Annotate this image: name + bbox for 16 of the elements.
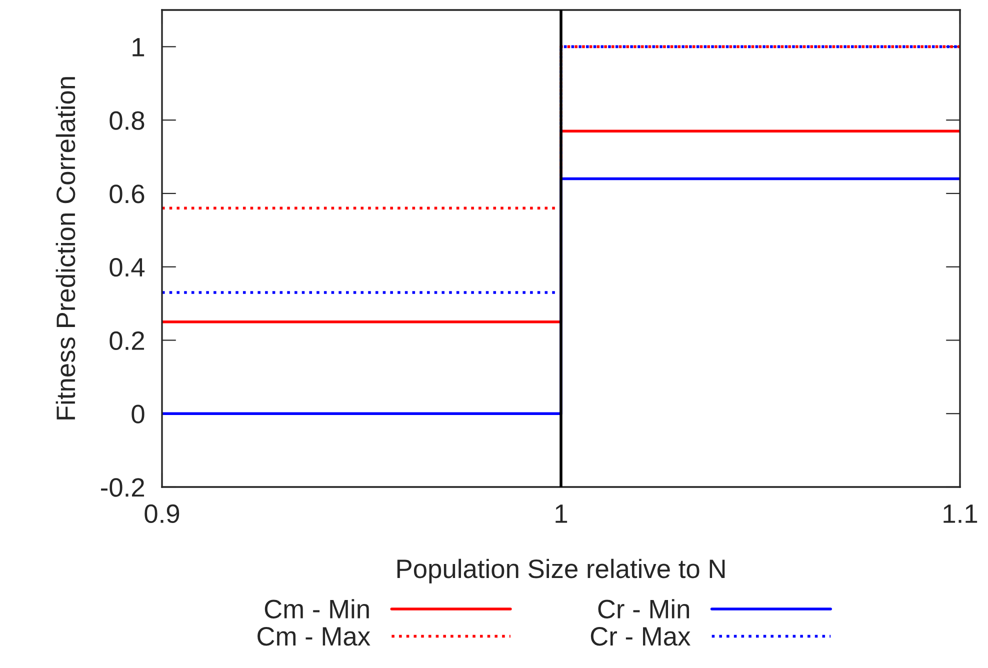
x-tick-label: 0.9: [144, 504, 180, 524]
y-tick-label: 0.4: [110, 258, 145, 277]
x-tick-label: 1.1: [944, 504, 978, 523]
y-tick-label: 0: [132, 404, 144, 424]
x-tick-label: 1: [556, 504, 568, 523]
y-tick-label: 1: [132, 38, 144, 56]
y-tick-label: -0.2: [101, 478, 144, 497]
legend-label: Cm - Min: [264, 599, 369, 618]
legend-label: Cr - Min: [598, 599, 690, 618]
x-axis-title: Population Size relative to N: [397, 558, 725, 584]
y-tick-label: 0.2: [110, 331, 144, 350]
legend-label: Cr - Max: [590, 627, 690, 646]
y-tick-label: 0.6: [110, 184, 144, 204]
y-tick-label: 0.8: [110, 111, 144, 130]
y-axis-title: Fitness Prediction Correlation: [56, 77, 76, 420]
legend-label: Cm - Max: [258, 627, 370, 646]
